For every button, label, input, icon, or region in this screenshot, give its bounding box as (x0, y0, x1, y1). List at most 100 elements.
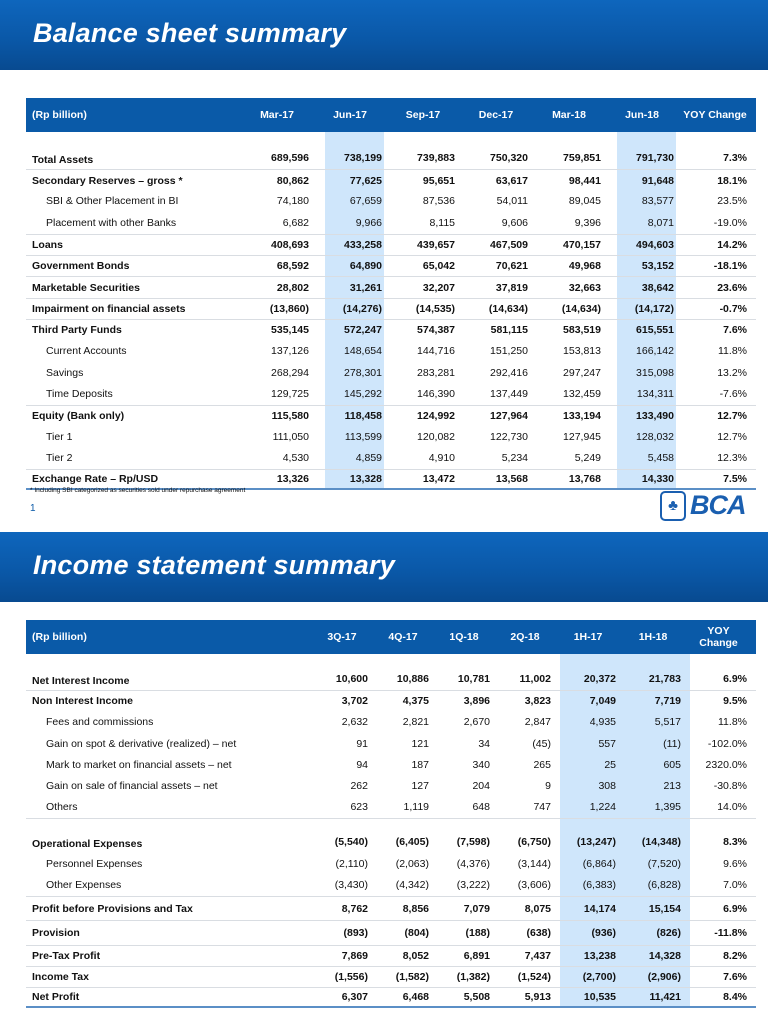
cell-value: 10,535 (560, 988, 625, 1007)
cell-value: 128,032 (610, 426, 683, 448)
cell-value: 10,886 (396, 673, 429, 686)
cell-value: 7.5% (723, 473, 747, 486)
cell-value: 1,119 (403, 801, 430, 814)
cell-value: 113,599 (318, 426, 391, 448)
cell-value: 535,145 (271, 324, 309, 337)
cell-value: (11) (625, 732, 690, 755)
cell-value: 146,390 (417, 387, 455, 400)
cell-value: 10,781 (457, 673, 490, 686)
cell-value: 467,509 (490, 238, 528, 251)
cell-value: (936) (560, 921, 625, 945)
cell-value: 5,913 (524, 991, 551, 1004)
table-row: Impairment on financial assets (13,860) (1… (26, 297, 756, 320)
cell-value: 4,935 (560, 711, 625, 733)
cell-value: (188) (465, 926, 490, 939)
cell-value: (4,342) (395, 879, 429, 892)
cell-value: 12.7% (717, 430, 747, 443)
cell-value: 308 (560, 775, 625, 797)
cell-value: (1,582) (395, 971, 429, 983)
cell-value: 1,224 (560, 796, 625, 819)
cell-value: 265 (533, 758, 551, 771)
cell-value: 13,768 (568, 473, 601, 486)
cell-value: 20,372 (560, 654, 625, 691)
table-header: (Rp billion) 3Q-17 4Q-17 1Q-18 2Q-18 1H-17 1H-… (26, 620, 756, 654)
cell-value: 5,508 (463, 991, 490, 1004)
cell-value: -102.0% (707, 737, 747, 750)
table-row: Savings 268,294 278,301 283,281 292,416 297,2… (26, 361, 756, 384)
cell-value: 13,328 (318, 469, 391, 489)
cell-value: 13,568 (495, 473, 528, 486)
cell-value: 11,002 (519, 673, 551, 686)
cell-value: 5,234 (501, 452, 528, 465)
cell-value: (6,405) (395, 836, 429, 849)
cell-value: 54,011 (496, 195, 528, 208)
table-row: Exchange Rate – Rp/USD 13,326 13,328 13,472… (26, 468, 756, 491)
cell-value: 25 (560, 754, 625, 776)
cell-value: 340 (472, 758, 490, 771)
cell-value: 8,075 (524, 902, 551, 915)
cell-value: 124,992 (417, 409, 455, 422)
row-label: Placement with other Banks (46, 216, 177, 229)
cell-value: (14,172) (610, 298, 683, 320)
column-header: Dec-17 (478, 109, 514, 121)
footnote: * Including SBI categorized as securitie… (30, 487, 246, 494)
cell-value: 80,862 (276, 174, 309, 187)
cell-value: 581,115 (490, 324, 528, 337)
row-label: Personnel Expenses (46, 858, 143, 871)
table-row: Marketable Securities 28,802 31,261 32,207 3… (26, 276, 756, 298)
cell-value: 89,045 (568, 195, 601, 208)
cell-value: 4,530 (282, 452, 309, 465)
cell-value: -30.8% (713, 780, 747, 793)
cell-value: 7,079 (463, 902, 490, 915)
cell-value: 278,301 (318, 361, 391, 384)
cell-value: 53,152 (610, 255, 683, 277)
cell-value: (14,634) (561, 302, 601, 315)
cell-value: -18.1% (713, 260, 747, 273)
table-row: Pre-Tax Profit 7,869 8,052 6,891 7,437 13,238… (26, 944, 756, 966)
table-row: Others 623 1,119 648 747 1,224 1,395 14.0% (26, 796, 756, 819)
cell-value: 14.2% (717, 238, 747, 251)
row-label: Operational Expenses (32, 838, 143, 851)
cell-value: (638) (526, 926, 551, 939)
cell-value: (3,144) (517, 858, 551, 871)
cell-value: (6,864) (560, 853, 625, 875)
cell-value: 14,330 (610, 469, 683, 489)
cell-value: 8,762 (341, 902, 368, 915)
cell-value: 574,387 (417, 324, 455, 337)
cell-value: 13,326 (276, 473, 309, 486)
cell-value: 63,617 (495, 174, 528, 187)
cell-value: 74,180 (276, 195, 309, 208)
column-header: (Rp billion) (32, 631, 87, 643)
cell-value: 470,157 (563, 238, 601, 251)
slide1-title-bar: Balance sheet summary (0, 0, 768, 70)
cell-value: 2,821 (402, 716, 429, 729)
cell-value: 408,693 (271, 238, 309, 251)
cell-value: 7,719 (625, 691, 690, 712)
cell-value: 11.8% (718, 716, 747, 729)
table-row: Profit before Provisions and Tax 8,762 8,8… (26, 895, 756, 921)
cell-value: 12.3% (717, 452, 747, 465)
cell-value: 9,396 (574, 216, 601, 229)
cell-value: 94 (356, 758, 368, 771)
cell-value: 283,281 (417, 366, 455, 379)
cell-value: 3,896 (463, 695, 490, 708)
cell-value: 3,823 (524, 695, 551, 708)
cell-value: 34 (478, 737, 490, 750)
cell-value: 4,910 (428, 452, 455, 465)
cell-value: 95,651 (422, 174, 455, 187)
table-row: Personnel Expenses (2,110) (2,063) (4,376) (… (26, 853, 756, 875)
cell-value: 13,472 (422, 473, 455, 486)
cell-value: 7,869 (341, 949, 368, 962)
row-label: Savings (46, 366, 84, 379)
row-label: Tier 1 (46, 430, 73, 443)
cell-value: (6,828) (625, 874, 690, 896)
cell-value: 37,819 (495, 281, 528, 294)
cell-value: 118,458 (318, 405, 391, 427)
cell-value: 31,261 (318, 277, 391, 298)
table-row: Income Tax (1,556) (1,582) (1,382) (1,524) (2… (26, 965, 756, 988)
cell-value: (14,276) (318, 298, 391, 320)
column-header: 1Q-18 (449, 631, 479, 643)
cell-value: 213 (625, 775, 690, 797)
column-header: 1H-18 (638, 631, 668, 643)
cell-value: 262 (350, 780, 368, 793)
